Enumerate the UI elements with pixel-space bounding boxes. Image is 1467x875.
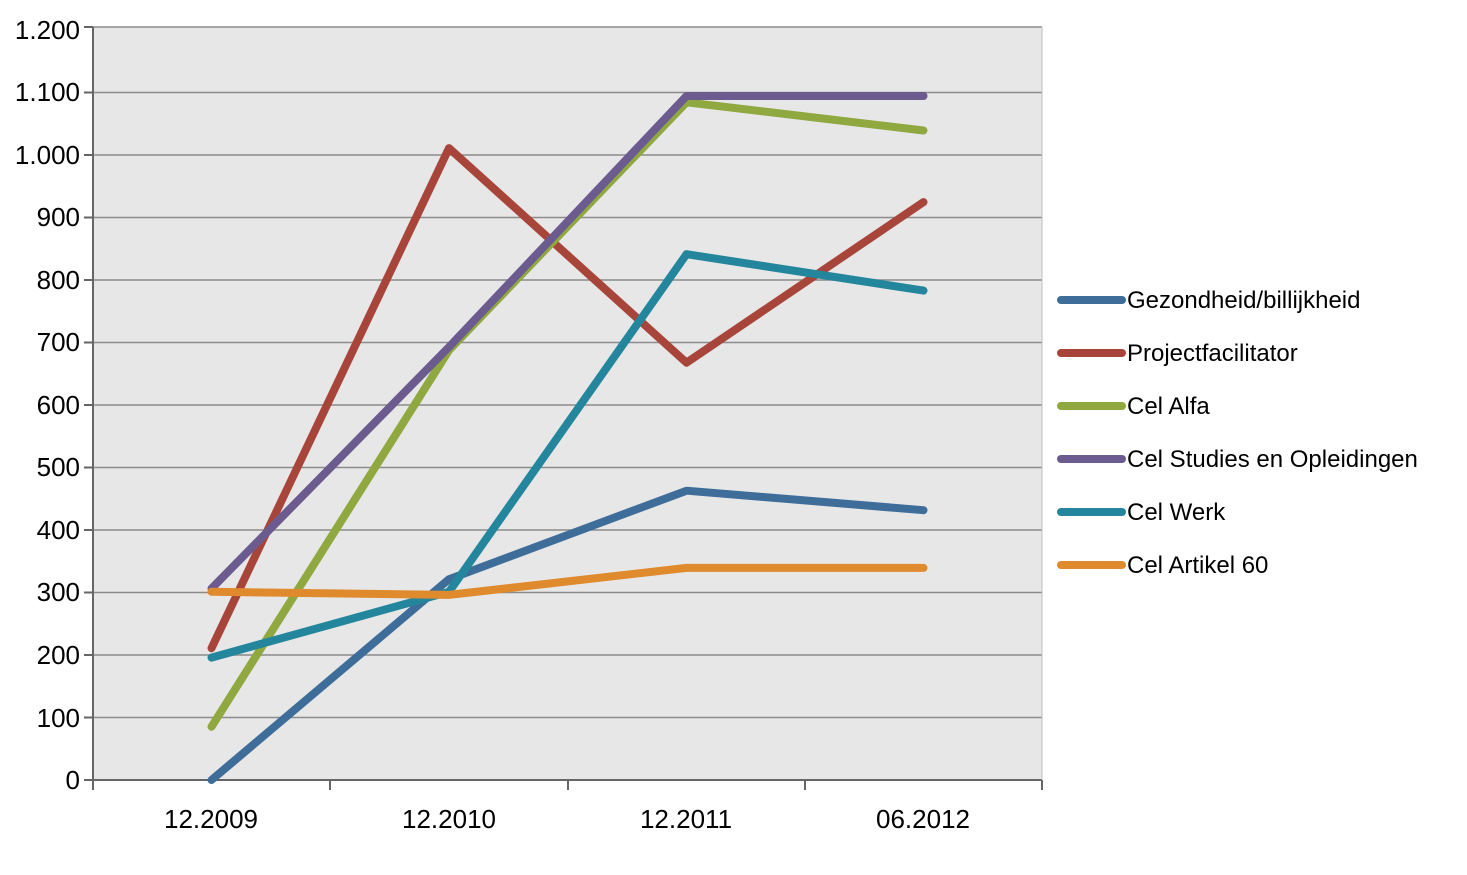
svg-text:Cel Werk: Cel Werk xyxy=(1127,499,1226,526)
svg-text:Cel Studies en Opleidingen: Cel Studies en Opleidingen xyxy=(1127,446,1418,473)
svg-text:200: 200 xyxy=(37,640,80,670)
svg-text:12.2010: 12.2010 xyxy=(402,804,496,834)
svg-text:100: 100 xyxy=(37,703,80,733)
svg-text:500: 500 xyxy=(37,452,80,482)
svg-text:1.200: 1.200 xyxy=(15,15,80,45)
svg-text:800: 800 xyxy=(37,265,80,295)
svg-text:06.2012: 06.2012 xyxy=(876,804,970,834)
svg-text:12.2011: 12.2011 xyxy=(640,804,732,834)
svg-text:300: 300 xyxy=(37,577,80,607)
svg-text:Projectfacilitator: Projectfacilitator xyxy=(1127,340,1298,367)
svg-text:700: 700 xyxy=(37,327,80,357)
svg-text:1.000: 1.000 xyxy=(15,140,80,170)
svg-text:Cel Artikel 60: Cel Artikel 60 xyxy=(1127,552,1268,579)
svg-text:0: 0 xyxy=(66,765,80,795)
svg-text:900: 900 xyxy=(37,202,80,232)
svg-text:Gezondheid/billijkheid: Gezondheid/billijkheid xyxy=(1127,287,1360,314)
svg-text:400: 400 xyxy=(37,515,80,545)
svg-text:12.2009: 12.2009 xyxy=(164,804,258,834)
svg-text:600: 600 xyxy=(37,390,80,420)
svg-text:1.100: 1.100 xyxy=(15,77,80,107)
svg-text:Cel Alfa: Cel Alfa xyxy=(1127,393,1210,420)
